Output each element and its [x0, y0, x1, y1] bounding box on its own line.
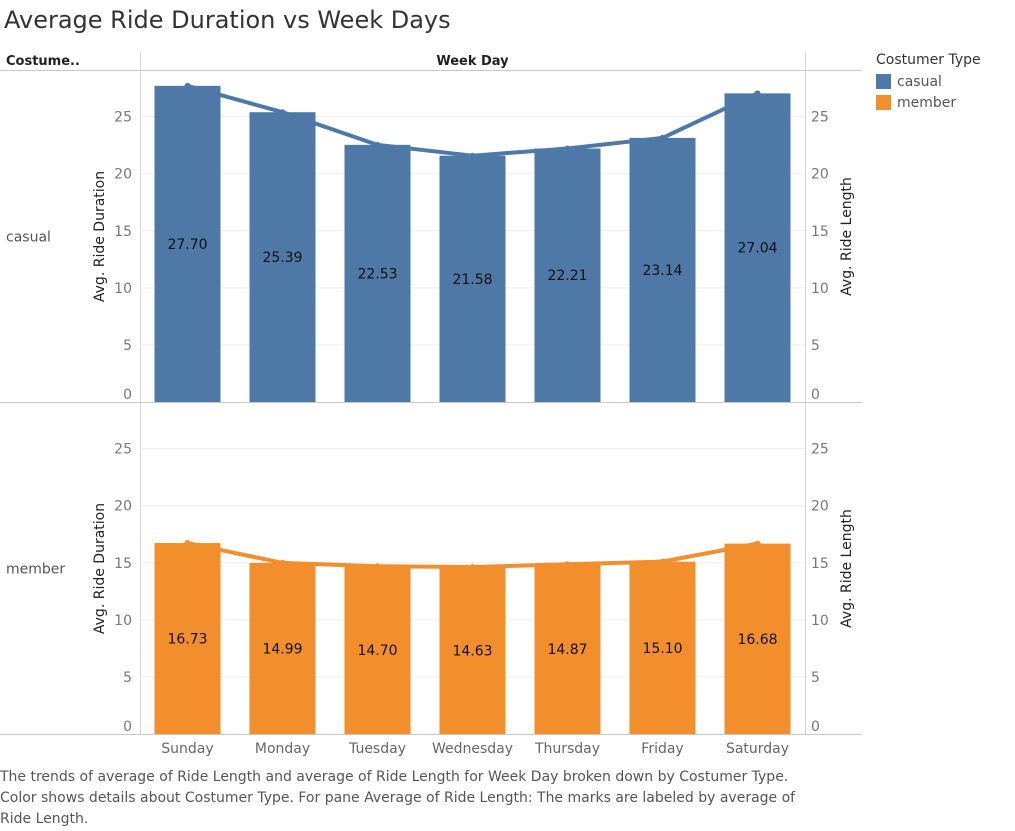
y-tick-left: 5	[123, 338, 132, 354]
y-tick-left: 10	[114, 281, 132, 297]
chart-caption: The trends of average of Ride Length and…	[0, 767, 800, 830]
data-label-member: 14.99	[262, 641, 302, 657]
y-axis-title-left: Avg. Ride Duration	[92, 503, 108, 634]
y-tick-right: 0	[811, 719, 820, 735]
y-tick-left: 5	[123, 670, 132, 686]
y-tick-left: 25	[114, 442, 132, 458]
x-tick-label: Sunday	[161, 741, 213, 757]
y-tick-right: 20	[811, 499, 829, 515]
data-label-casual: 22.21	[547, 268, 587, 284]
legend-item-member[interactable]: member	[876, 92, 981, 113]
bar-member	[629, 561, 696, 734]
data-label-casual: 27.70	[167, 237, 207, 253]
bar-casual	[344, 144, 411, 403]
y-tick-left: 25	[114, 110, 132, 126]
chart-area[interactable]: Costume.. Week Day 0 0 5 5 10 10 15 15 20 20 25 25 cas…	[0, 0, 1015, 765]
line-point-casual	[374, 141, 381, 148]
y-tick-right: 25	[811, 442, 829, 458]
line-point-casual	[754, 90, 761, 97]
data-label-member: 14.70	[357, 643, 397, 659]
y-tick-left: 15	[114, 224, 132, 240]
y-tick-left: 0	[123, 387, 132, 403]
bar-casual	[154, 85, 221, 403]
line-point-casual	[279, 109, 286, 116]
bar-member	[154, 543, 221, 734]
data-label-member: 16.68	[737, 632, 777, 648]
bar-casual	[629, 137, 696, 402]
row-label-casual: casual	[6, 230, 51, 246]
line-point-casual	[184, 82, 191, 89]
y-axis-title-right: Avg. Ride Length	[839, 177, 855, 296]
line-point-member	[469, 564, 476, 571]
bar-casual	[249, 112, 316, 402]
y-tick-left: 20	[114, 499, 132, 515]
column-header: Week Day	[436, 54, 509, 69]
bar-casual	[439, 155, 506, 402]
legend-swatch-member	[876, 95, 891, 110]
bar-member	[724, 543, 791, 734]
line-point-casual	[469, 152, 476, 159]
x-tick-label: Thursday	[534, 741, 600, 757]
y-tick-right: 15	[811, 224, 829, 240]
data-label-member: 16.73	[167, 632, 207, 648]
bar-member	[249, 562, 316, 734]
legend: Costumer Type casual member	[876, 52, 981, 113]
x-tick-label: Tuesday	[348, 741, 406, 757]
caption-line: Ride Length.	[0, 811, 89, 827]
y-tick-right: 15	[811, 556, 829, 572]
bar-casual	[534, 148, 601, 402]
data-label-member: 14.63	[452, 644, 492, 660]
y-tick-right: 0	[811, 387, 820, 403]
data-label-casual: 27.04	[737, 241, 777, 257]
data-label-casual: 23.14	[642, 263, 682, 279]
x-tick-label: Wednesday	[432, 741, 513, 757]
line-point-member	[279, 559, 286, 566]
legend-swatch-casual	[876, 74, 891, 89]
y-tick-left: 10	[114, 613, 132, 629]
line-point-member	[564, 561, 571, 568]
data-label-member: 15.10	[642, 641, 682, 657]
y-axis-title-right: Avg. Ride Length	[839, 509, 855, 628]
legend-label-casual: casual	[897, 73, 942, 90]
x-tick-label: Friday	[641, 741, 683, 757]
y-tick-right: 20	[811, 167, 829, 183]
y-tick-left: 0	[123, 719, 132, 735]
data-label-member: 14.87	[547, 642, 587, 658]
chart-title: Average Ride Duration vs Week Days	[4, 6, 451, 34]
legend-title: Costumer Type	[876, 52, 981, 68]
line-point-member	[374, 563, 381, 570]
line-point-member	[184, 540, 191, 547]
y-tick-left: 20	[114, 167, 132, 183]
y-tick-right: 10	[811, 613, 829, 629]
bar-member	[534, 564, 601, 734]
y-axis-title-left: Avg. Ride Duration	[92, 171, 108, 302]
y-tick-right: 25	[811, 110, 829, 126]
x-tick-label: Saturday	[726, 741, 789, 757]
data-label-casual: 21.58	[452, 272, 492, 288]
row-header: Costume..	[6, 54, 80, 69]
bar-casual	[724, 93, 791, 402]
caption-line: Color shows details about Costumer Type.…	[0, 790, 796, 806]
y-tick-right: 5	[811, 338, 820, 354]
line-point-casual	[659, 134, 666, 141]
caption-line: The trends of average of Ride Length and…	[0, 769, 789, 785]
bar-member	[344, 566, 411, 734]
line-point-member	[659, 558, 666, 565]
bar-member	[439, 567, 506, 734]
y-tick-right: 5	[811, 670, 820, 686]
data-label-casual: 22.53	[357, 266, 397, 282]
y-tick-left: 15	[114, 556, 132, 572]
x-tick-label: Monday	[255, 741, 310, 757]
row-label-member: member	[6, 562, 65, 578]
line-point-member	[754, 540, 761, 547]
legend-label-member: member	[897, 94, 957, 111]
legend-item-casual[interactable]: casual	[876, 71, 981, 92]
line-point-casual	[564, 145, 571, 152]
data-label-casual: 25.39	[262, 250, 302, 266]
y-tick-right: 10	[811, 281, 829, 297]
